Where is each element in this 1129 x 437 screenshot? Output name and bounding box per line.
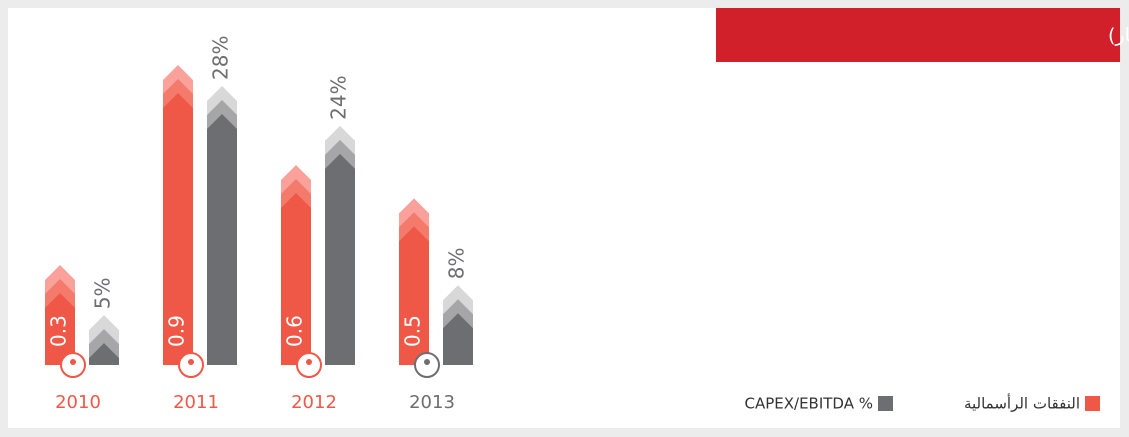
bar	[45, 293, 75, 365]
year-icon-dot	[70, 359, 76, 365]
legend-label: النفقات الرأسمالية	[964, 394, 1080, 413]
title-box	[716, 8, 1120, 62]
value-label: 8%	[445, 248, 469, 280]
bar	[443, 313, 473, 365]
value-label: 24%	[327, 75, 351, 119]
chart-title: النفقات الرأسمالية (مليون دينار)	[1108, 23, 1129, 47]
bar	[207, 114, 237, 365]
year-icon-dot	[188, 359, 194, 365]
legend-swatch	[878, 396, 893, 411]
x-tick-label: 2011	[173, 392, 219, 413]
legend-label: CAPEX/EBITDA %	[744, 395, 873, 413]
legend-swatch	[1085, 396, 1100, 411]
x-tick-label: 2010	[55, 392, 101, 413]
bar	[281, 193, 311, 365]
year-icon-dot	[306, 359, 312, 365]
bar	[89, 343, 119, 365]
x-tick-label: 2013	[409, 392, 455, 413]
value-label: 0.6	[283, 315, 307, 347]
bar	[163, 93, 193, 365]
value-label: 0.9	[165, 315, 189, 347]
bar	[399, 226, 429, 365]
year-icon-dot	[424, 359, 430, 365]
x-tick-label: 2012	[291, 392, 337, 413]
value-label: 28%	[209, 36, 233, 80]
bar	[325, 153, 355, 365]
value-label: 5%	[91, 277, 115, 309]
value-label: 0.3	[47, 315, 71, 347]
value-label: 0.5	[401, 315, 425, 347]
